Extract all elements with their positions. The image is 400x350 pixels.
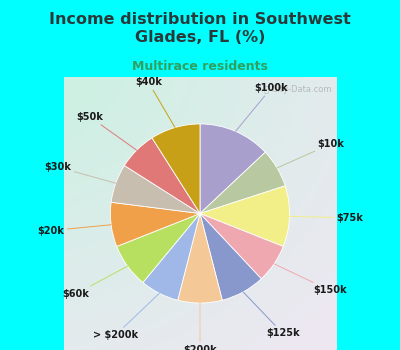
Wedge shape bbox=[200, 214, 283, 279]
Wedge shape bbox=[152, 124, 200, 214]
Text: > $200k: > $200k bbox=[93, 293, 159, 340]
Text: $100k: $100k bbox=[236, 83, 288, 131]
Wedge shape bbox=[110, 202, 200, 246]
Text: $150k: $150k bbox=[274, 264, 346, 295]
Text: Income distribution in Southwest
Glades, FL (%): Income distribution in Southwest Glades,… bbox=[49, 12, 351, 45]
Text: $60k: $60k bbox=[63, 266, 128, 299]
Wedge shape bbox=[178, 214, 222, 303]
Wedge shape bbox=[200, 186, 290, 246]
Wedge shape bbox=[200, 214, 261, 300]
Wedge shape bbox=[124, 138, 200, 214]
Text: $75k: $75k bbox=[290, 213, 363, 223]
Text: $20k: $20k bbox=[38, 225, 111, 236]
Text: Multirace residents: Multirace residents bbox=[132, 60, 268, 73]
Wedge shape bbox=[117, 214, 200, 282]
Text: $200k: $200k bbox=[183, 303, 217, 350]
Text: ⓘ City-Data.com: ⓘ City-Data.com bbox=[264, 85, 331, 94]
Text: $40k: $40k bbox=[135, 77, 175, 127]
Wedge shape bbox=[200, 152, 285, 214]
Text: $30k: $30k bbox=[45, 162, 116, 183]
Wedge shape bbox=[111, 166, 200, 214]
Text: $50k: $50k bbox=[77, 112, 137, 150]
Wedge shape bbox=[143, 214, 200, 300]
Text: $10k: $10k bbox=[277, 139, 344, 168]
Text: $125k: $125k bbox=[243, 292, 299, 338]
Wedge shape bbox=[200, 124, 265, 214]
